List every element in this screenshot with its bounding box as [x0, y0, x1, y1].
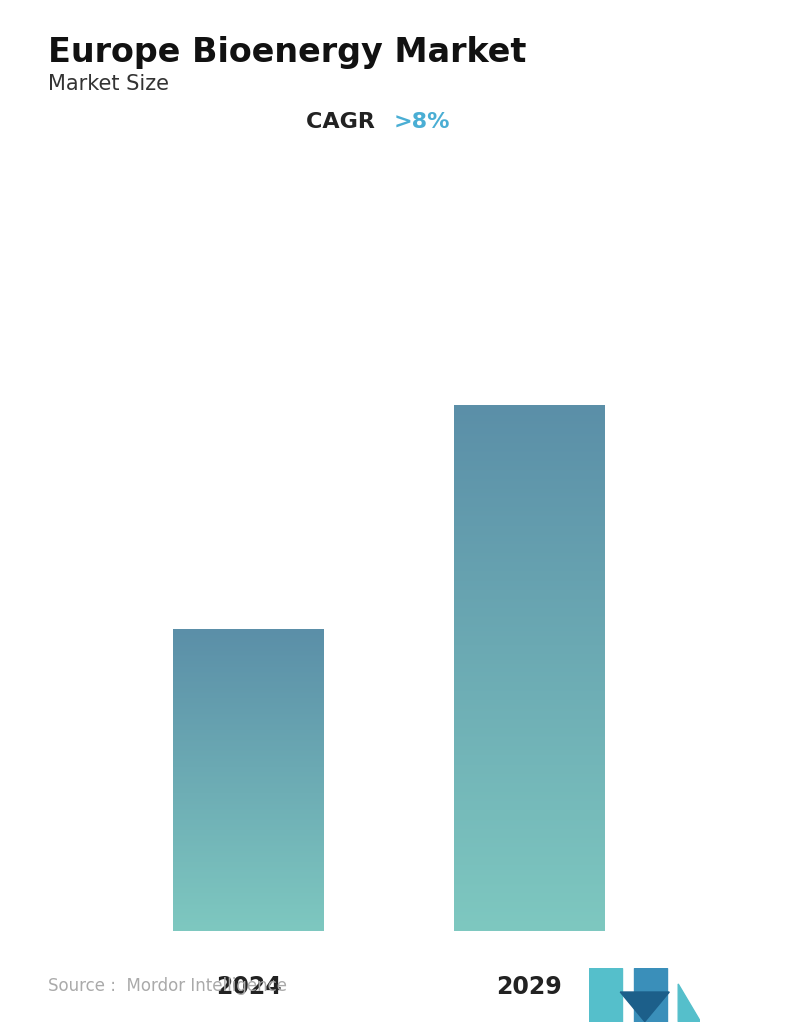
Text: 2029: 2029	[496, 975, 562, 1000]
Text: 2024: 2024	[216, 975, 281, 1000]
Polygon shape	[620, 992, 669, 1022]
Text: Source :  Mordor Intelligence: Source : Mordor Intelligence	[48, 977, 287, 995]
Text: Europe Bioenergy Market: Europe Bioenergy Market	[48, 36, 526, 69]
Polygon shape	[634, 968, 667, 1022]
Text: Market Size: Market Size	[48, 74, 169, 94]
Polygon shape	[678, 984, 700, 1022]
Text: >8%: >8%	[394, 112, 451, 131]
Text: CAGR: CAGR	[306, 112, 383, 131]
Polygon shape	[589, 968, 622, 1022]
